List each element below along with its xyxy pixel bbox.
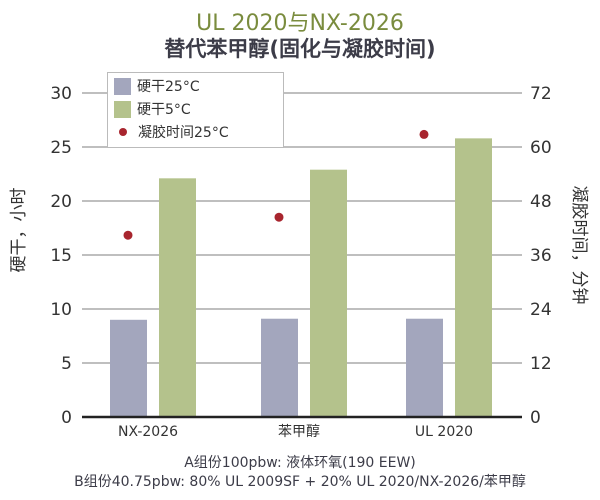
footnote-b: B组份40.75pbw: 80% UL 2009SF + 20% UL 2020… [74,474,526,490]
y2-tick-label: 12 [530,354,552,374]
bar-1-dry5 [310,169,347,417]
legend-label: 硬干5°C [137,102,191,118]
legend-label: 凝胶时间25°C [138,125,229,141]
y-tick-label: 25 [50,138,72,158]
legend-marker [119,128,127,136]
y-tick-label: 10 [50,300,72,320]
gel-point-0 [123,230,133,240]
x-tick-label: UL 2020 [415,424,473,440]
chart-title: UL 2020与NX-2026 [196,11,404,36]
legend-label: 硬干25°C [137,79,200,95]
y2-axis-label: 凝胶时间，分钟 [569,186,589,305]
y2-tick-label: 72 [530,84,552,104]
legend-swatch [114,100,131,118]
gel-point-2 [419,129,429,139]
legend-swatch [114,77,131,95]
y2-tick-label: 0 [530,408,541,428]
bar-2-dry5 [455,138,492,418]
y-tick-label: 20 [50,192,72,212]
bar-1-dry25 [261,318,298,417]
y2-tick-label: 60 [530,138,552,158]
y-tick-label: 0 [61,408,72,428]
x-tick-label: 苯甲醇 [278,423,320,440]
legend: 硬干25°C 硬干5°C 凝胶时间25°C [107,72,284,148]
bar-2-dry25 [406,318,443,417]
y2-tick-label: 36 [530,246,552,266]
legend-item: 凝胶时间25°C [114,121,229,143]
footnote-a: A组份100pbw: 液体环氧(190 EEW) [184,455,416,471]
y-tick-label: 15 [50,246,72,266]
legend-item: 硬干25°C [114,75,200,97]
y-tick-label: 5 [61,354,72,374]
bar-0-dry25 [110,319,147,417]
y2-tick-label: 24 [530,300,552,320]
chart-subtitle: 替代苯甲醇(固化与凝胶时间) [164,37,436,61]
y2-tick-label: 48 [530,192,552,212]
x-tick-label: NX-2026 [118,424,178,440]
y-tick-label: 30 [50,84,72,104]
bar-0-dry5 [159,178,196,417]
y-axis-label: 硬干，小时 [9,188,29,273]
gel-point-1 [274,212,284,222]
legend-item: 硬干5°C [114,98,191,120]
